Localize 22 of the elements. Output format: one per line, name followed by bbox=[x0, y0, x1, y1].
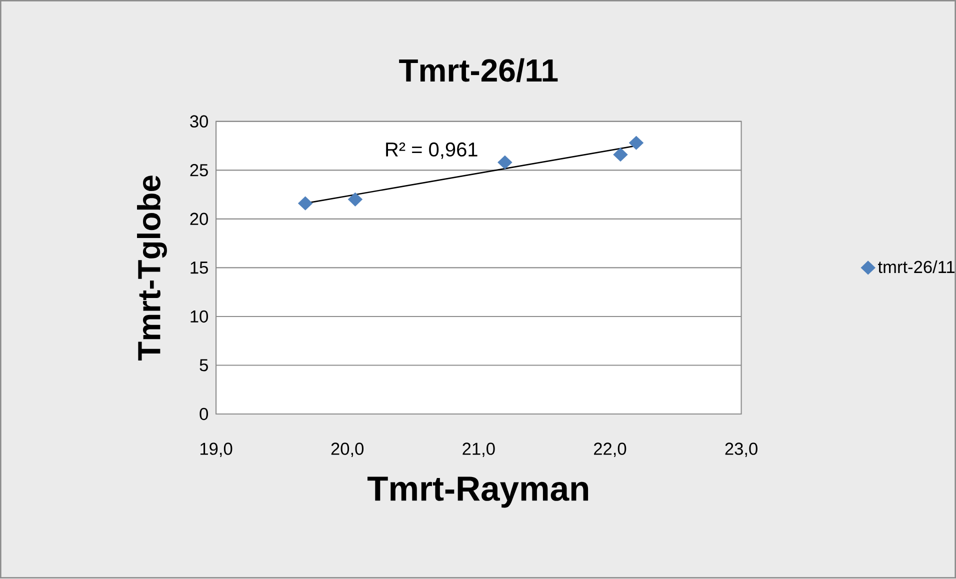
y-tick-label: 15 bbox=[190, 262, 208, 274]
x-tick-label: 23,0 bbox=[725, 442, 758, 458]
y-tick-label: 30 bbox=[190, 116, 208, 128]
point bbox=[348, 192, 362, 207]
x-tick-label: 21,0 bbox=[462, 442, 495, 458]
point bbox=[298, 196, 313, 210]
y-axis-title: Tmrt-Tglobe bbox=[137, 176, 167, 361]
x-tick-label: 22,0 bbox=[594, 442, 626, 458]
y-tick-label: 20 bbox=[190, 213, 208, 226]
legend-label: tmrt-26/11 bbox=[878, 260, 955, 274]
point bbox=[628, 136, 644, 150]
chart-title: Tmrt-26/11 bbox=[399, 58, 558, 82]
y-tick-label: 5 bbox=[200, 359, 208, 372]
annotation: R² = 0,961 bbox=[386, 142, 478, 160]
x-axis-title: Tmrt-Rayman bbox=[367, 476, 588, 508]
y-tick-label: 10 bbox=[190, 310, 208, 323]
y-tick-label: 25 bbox=[190, 164, 208, 177]
y-tick-label: 0 bbox=[200, 408, 208, 420]
x-tick-label: 19,0 bbox=[200, 442, 232, 458]
x-tick-label: 20,0 bbox=[331, 442, 364, 458]
point bbox=[498, 156, 512, 170]
point bbox=[613, 148, 628, 162]
